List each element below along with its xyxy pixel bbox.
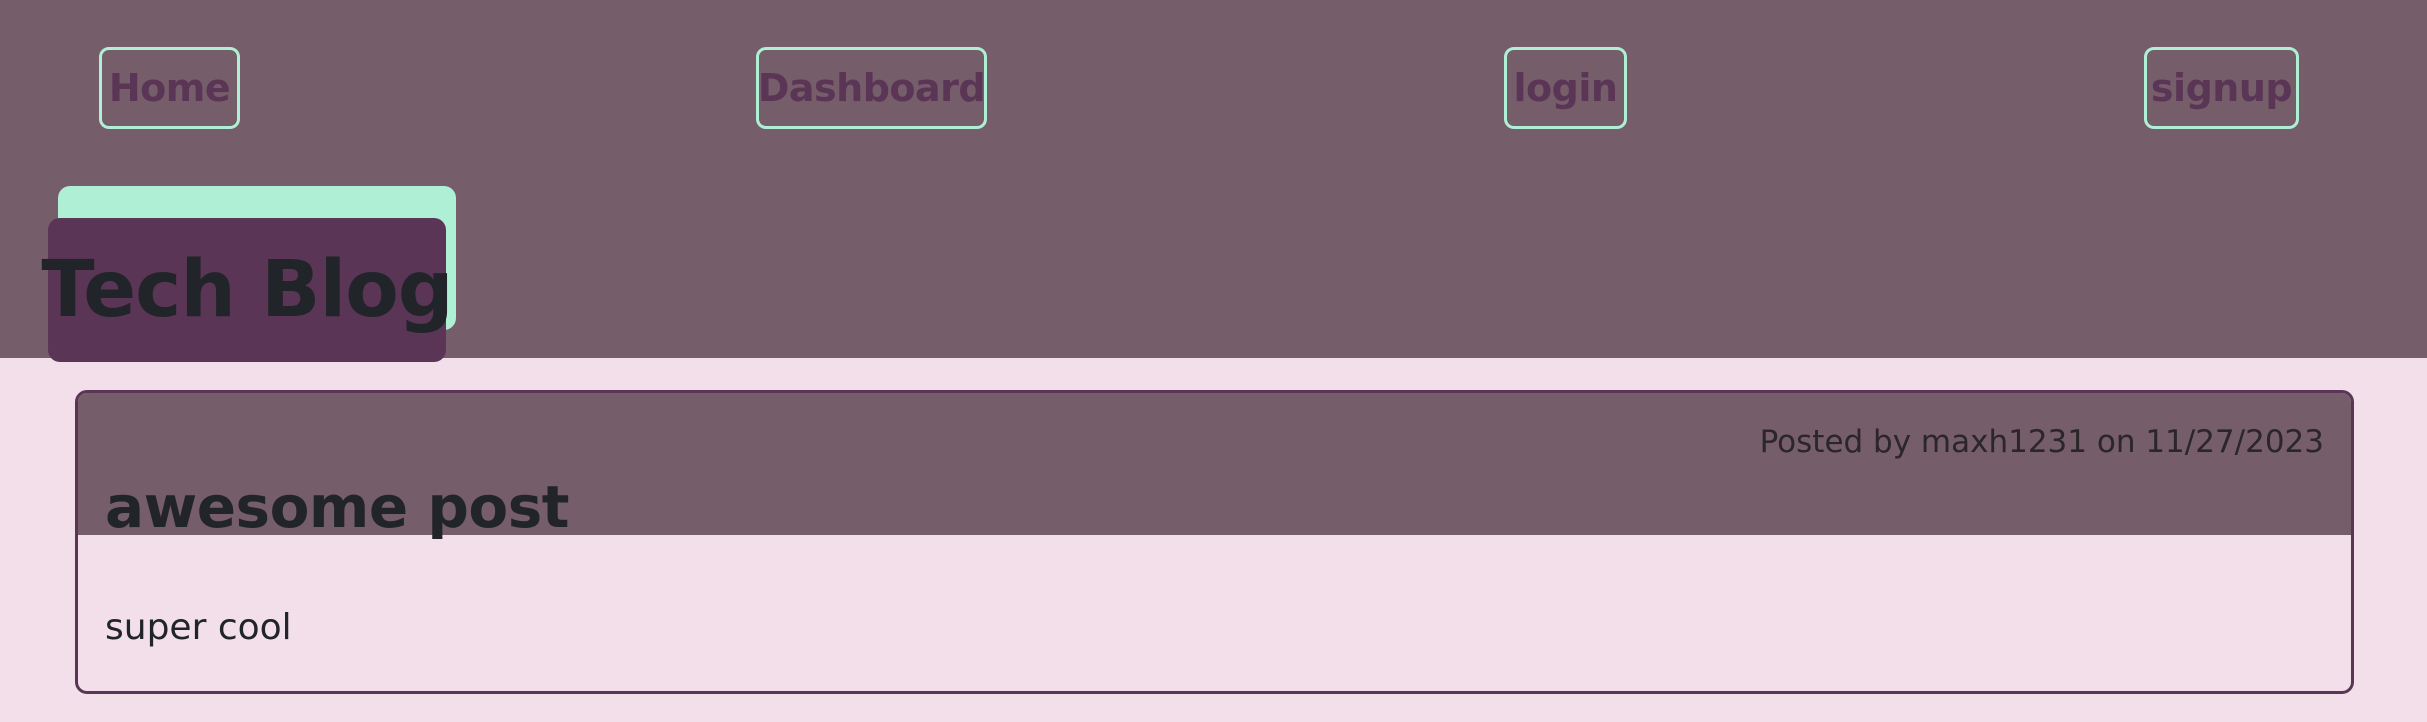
nav-home-link[interactable]: Home — [99, 47, 240, 129]
site-title: Tech Blog — [41, 218, 454, 363]
site-header: Home Dashboard login signup Tech Blog — [0, 0, 2427, 363]
post-meta: Posted by maxh1231 on 11/27/2023 — [1759, 424, 2324, 460]
post-body: super cool — [105, 607, 292, 648]
nav-login-link[interactable]: login — [1504, 47, 1627, 129]
post-title: awesome post — [105, 473, 570, 542]
nav-dashboard-link[interactable]: Dashboard — [756, 47, 987, 129]
post-header: awesome post Posted by maxh1231 on 11/27… — [78, 393, 2351, 541]
nav-signup-link[interactable]: signup — [2144, 47, 2299, 129]
post-card: awesome post Posted by maxh1231 on 11/27… — [75, 390, 2354, 694]
